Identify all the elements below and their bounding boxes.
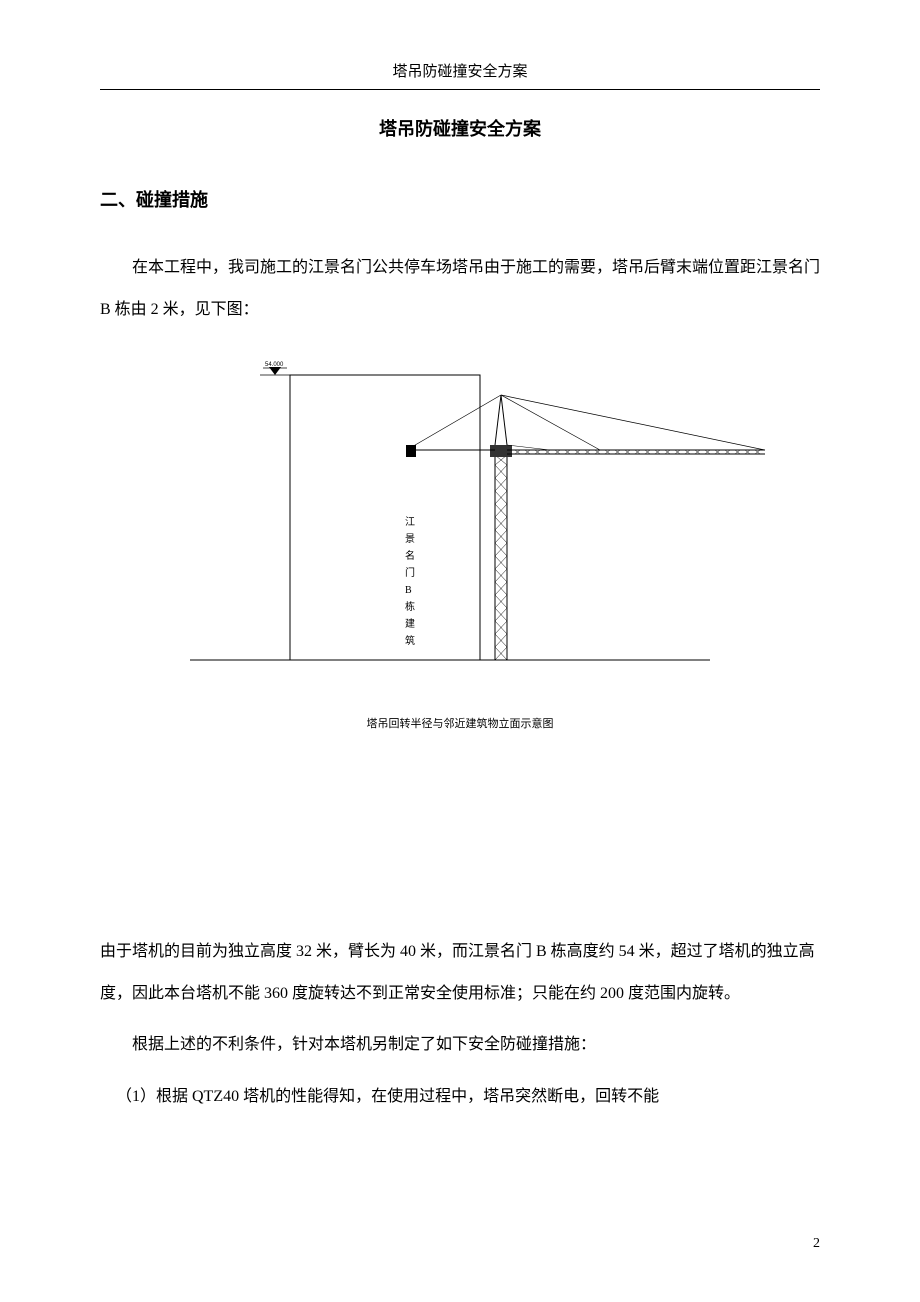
diagram-caption: 塔吊回转半径与邻近建筑物立面示意图 bbox=[100, 715, 820, 731]
crane-diagram: 54.000 bbox=[150, 350, 770, 700]
svg-text:栋: 栋 bbox=[405, 600, 415, 613]
analysis-paragraph: 由于塔机的目前为独立高度 32 米，臂长为 40 米，而江景名门 B 栋高度约 … bbox=[100, 931, 820, 1014]
svg-text:名: 名 bbox=[405, 549, 415, 562]
measures-intro: 根据上述的不利条件，针对本塔机另制定了如下安全防碰撞措施： bbox=[100, 1024, 820, 1066]
intro-paragraph: 在本工程中，我司施工的江景名门公共停车场塔吊由于施工的需要，塔吊后臂末端位置距江… bbox=[100, 247, 820, 330]
crane-jib bbox=[507, 445, 765, 454]
elevation-mark: 54.000 bbox=[258, 362, 330, 375]
page-number: 2 bbox=[813, 1236, 820, 1252]
document-title: 塔吊防碰撞安全方案 bbox=[100, 115, 820, 141]
svg-text:B: B bbox=[405, 585, 412, 596]
page-header: 塔吊防碰撞安全方案 bbox=[100, 60, 820, 90]
crane-mast bbox=[495, 455, 507, 660]
svg-text:建: 建 bbox=[405, 617, 415, 630]
elevation-label: 54.000 bbox=[265, 362, 284, 368]
section-heading: 二、碰撞措施 bbox=[100, 186, 820, 212]
counterweight bbox=[406, 445, 416, 457]
svg-text:筑: 筑 bbox=[405, 634, 415, 647]
building-label: 江 景 名 门 B 栋 建 筑 bbox=[405, 516, 415, 647]
svg-text:门: 门 bbox=[405, 566, 415, 579]
measure-item-1: （1）根据 QTZ40 塔机的性能得知，在使用过程中，塔吊突然断电，回转不能 bbox=[100, 1076, 820, 1118]
svg-text:景: 景 bbox=[405, 533, 415, 545]
svg-text:江: 江 bbox=[405, 516, 415, 528]
crane-cab bbox=[490, 445, 512, 457]
